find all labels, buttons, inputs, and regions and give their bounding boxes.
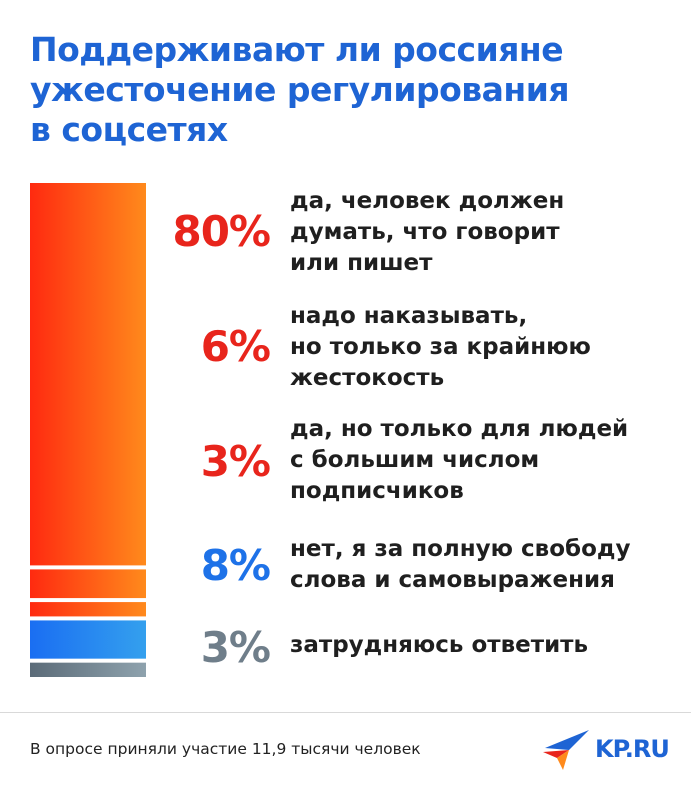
label-line: затрудняюсь ответить [290, 632, 589, 658]
category-label: нет, я за полную свободу слова и самовыр… [290, 534, 680, 596]
label-line: да, но только для людей [290, 416, 629, 442]
label-line: жестокость [290, 365, 445, 391]
title-line: ужесточение регулирования [30, 70, 570, 109]
label-line: да, человек должен [290, 188, 565, 214]
label-line: но только за крайнюю [290, 334, 591, 360]
title-line: в соцсетях [30, 110, 228, 149]
label-line: думать, что говорит [290, 219, 560, 245]
label-line: надо наказывать, [290, 303, 528, 329]
category-label: надо наказывать, но только за крайнюю же… [290, 301, 680, 394]
stacked-bar [30, 183, 146, 677]
label-line: подписчиков [290, 478, 464, 504]
footer-divider [0, 712, 691, 713]
label-line: или пишет [290, 250, 433, 276]
bar-segment-2 [30, 569, 146, 599]
bar-segment-3 [30, 602, 146, 617]
bar-segment-1 [30, 183, 146, 566]
value-label: 8% [200, 541, 271, 590]
title-line: Поддерживают ли россияне [30, 30, 564, 69]
kp-logo: KP.RU [543, 728, 673, 772]
category-label: затрудняюсь ответить [290, 630, 680, 661]
category-label: да, человек должен думать, что говорит и… [290, 186, 680, 279]
label-line: слова и самовыражения [290, 567, 615, 593]
value-label: 3% [200, 623, 271, 672]
chart-title: Поддерживают ли россияне ужесточение рег… [30, 30, 670, 150]
category-label: да, но только для людей с большим числом… [290, 414, 680, 507]
bar-segment-4 [30, 620, 146, 659]
value-label: 3% [200, 437, 271, 486]
bar-segment-5 [30, 662, 146, 677]
footer-note: В опросе приняли участие 11,9 тысячи чел… [30, 740, 421, 758]
value-label: 80% [172, 207, 271, 256]
bird-icon [543, 730, 589, 770]
value-label: 6% [200, 322, 271, 371]
label-line: с большим числом [290, 447, 540, 473]
label-line: нет, я за полную свободу [290, 536, 631, 562]
logo-text: KP.RU [595, 735, 670, 763]
